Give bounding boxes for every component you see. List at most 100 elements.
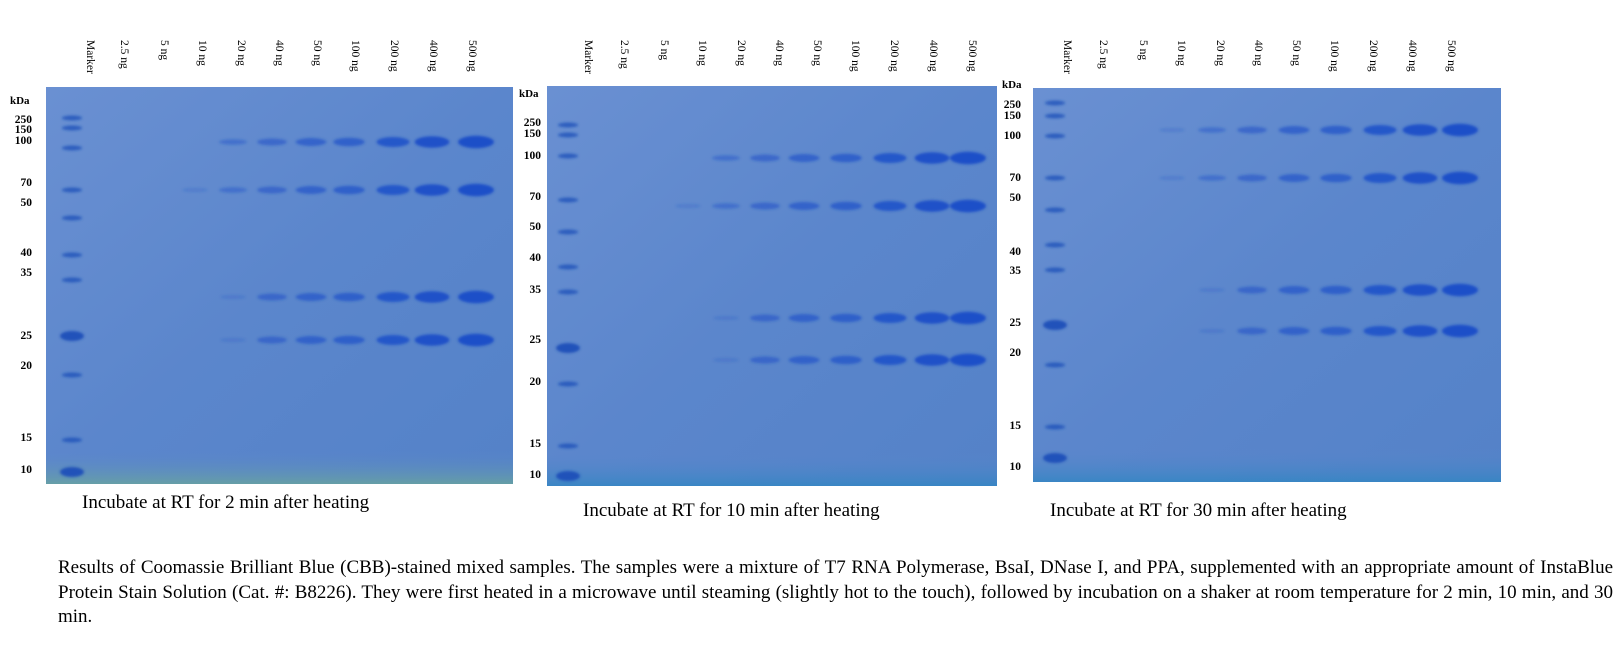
marker-band [558, 443, 578, 449]
figure-legend: Results of Coomassie Brilliant Blue (CBB… [58, 557, 1613, 627]
marker-band [1043, 320, 1067, 330]
protein-band [788, 356, 820, 364]
mw-marker-label: 100 [14, 135, 32, 147]
protein-band [1278, 286, 1310, 294]
protein-band [1402, 325, 1438, 337]
protein-band [788, 314, 820, 322]
gel-dye-front [547, 452, 997, 486]
protein-band [675, 204, 701, 208]
protein-band [376, 137, 410, 147]
mw-marker-label: 150 [523, 128, 541, 140]
marker-band [62, 145, 82, 151]
marker-band [60, 467, 84, 477]
protein-band [1320, 326, 1352, 336]
protein-band [333, 137, 365, 147]
protein-band [750, 314, 780, 322]
protein-band [1363, 173, 1397, 183]
protein-band [1278, 327, 1310, 335]
protein-band [788, 154, 820, 162]
protein-band [1363, 285, 1397, 295]
mw-marker-label: 25 [529, 334, 542, 346]
protein-band [713, 358, 739, 362]
marker-band [1045, 362, 1065, 368]
mw-marker-label: 150 [1003, 110, 1021, 122]
mw-marker-label: 250 [14, 114, 32, 126]
protein-band [1199, 288, 1225, 292]
mw-marker-label: 50 [1009, 192, 1022, 204]
protein-band [873, 313, 907, 323]
gel-image [1033, 88, 1501, 482]
marker-band [62, 372, 82, 378]
protein-band [333, 292, 365, 302]
protein-band [1442, 171, 1478, 185]
protein-band [713, 316, 739, 320]
marker-band [1045, 207, 1065, 213]
protein-band [1237, 286, 1267, 294]
kda-label: kDa [10, 95, 30, 107]
gel-panel-10min: Marker 2.5 ng 5 ng 10 ng 20 ng 40 ng 50 ng 100 … [519, 40, 997, 521]
mw-marker-label: 10 [529, 469, 542, 481]
mw-marker-label: 35 [1009, 265, 1022, 277]
protein-band [750, 356, 780, 364]
protein-band [1278, 126, 1310, 134]
protein-band [257, 336, 287, 344]
protein-band [1320, 173, 1352, 183]
panel-caption: Incubate at RT for 2 min after heating [82, 492, 370, 513]
protein-band [458, 183, 494, 197]
protein-band [830, 355, 862, 365]
marker-band [558, 229, 578, 235]
mw-marker-label: 35 [20, 267, 33, 279]
marker-band [62, 187, 82, 193]
gel-dye-front [46, 450, 513, 484]
protein-band [1159, 176, 1185, 180]
protein-band [950, 199, 986, 213]
mw-marker-label: 25 [1009, 317, 1022, 329]
protein-band [257, 138, 287, 146]
protein-band [950, 311, 986, 325]
mw-marker-label: 40 [20, 247, 33, 259]
protein-band [1442, 283, 1478, 297]
marker-band [1045, 242, 1065, 248]
protein-band [257, 186, 287, 194]
protein-band [1363, 125, 1397, 135]
protein-band [830, 313, 862, 323]
protein-band [950, 353, 986, 367]
protein-band [1199, 329, 1225, 333]
protein-band [376, 335, 410, 345]
mw-marker-label: 15 [20, 432, 33, 444]
lane-label: Marker [1061, 40, 1073, 74]
mw-marker-label: 50 [20, 197, 33, 209]
protein-band [458, 290, 494, 304]
gel-panel-30min: Marker 2.5 ng 5 ng 10 ng 20 ng 40 ng 50 ng 100 … [1002, 40, 1501, 521]
marker-band [1045, 267, 1065, 273]
marker-band [1045, 113, 1065, 119]
mw-marker-label: 15 [529, 438, 542, 450]
protein-band [750, 202, 780, 210]
marker-band [62, 115, 82, 121]
protein-band [376, 185, 410, 195]
protein-band [1198, 127, 1226, 133]
mw-marker-label: 100 [1003, 130, 1021, 142]
mw-marker-label: 20 [529, 376, 542, 388]
lane-label: 20 ng [1214, 40, 1226, 66]
lane-label: 5 ng [1137, 40, 1149, 61]
protein-band [182, 188, 208, 192]
marker-band [1045, 424, 1065, 430]
protein-band [414, 184, 450, 196]
protein-band [295, 293, 327, 301]
lane-label: 400 ng [1406, 40, 1418, 72]
gel-background [1033, 88, 1501, 482]
protein-band [1442, 123, 1478, 137]
protein-band [1237, 126, 1267, 134]
marker-band [1045, 133, 1065, 139]
lane-label: 50 ng [1290, 40, 1302, 66]
marker-band [1045, 100, 1065, 106]
protein-band [1278, 174, 1310, 182]
protein-band [333, 185, 365, 195]
lane-label: 100 ng [1328, 40, 1340, 72]
marker-band [558, 132, 578, 138]
protein-band [830, 201, 862, 211]
mw-marker-label: 20 [1009, 347, 1022, 359]
marker-band [558, 153, 578, 159]
protein-band [712, 203, 740, 209]
